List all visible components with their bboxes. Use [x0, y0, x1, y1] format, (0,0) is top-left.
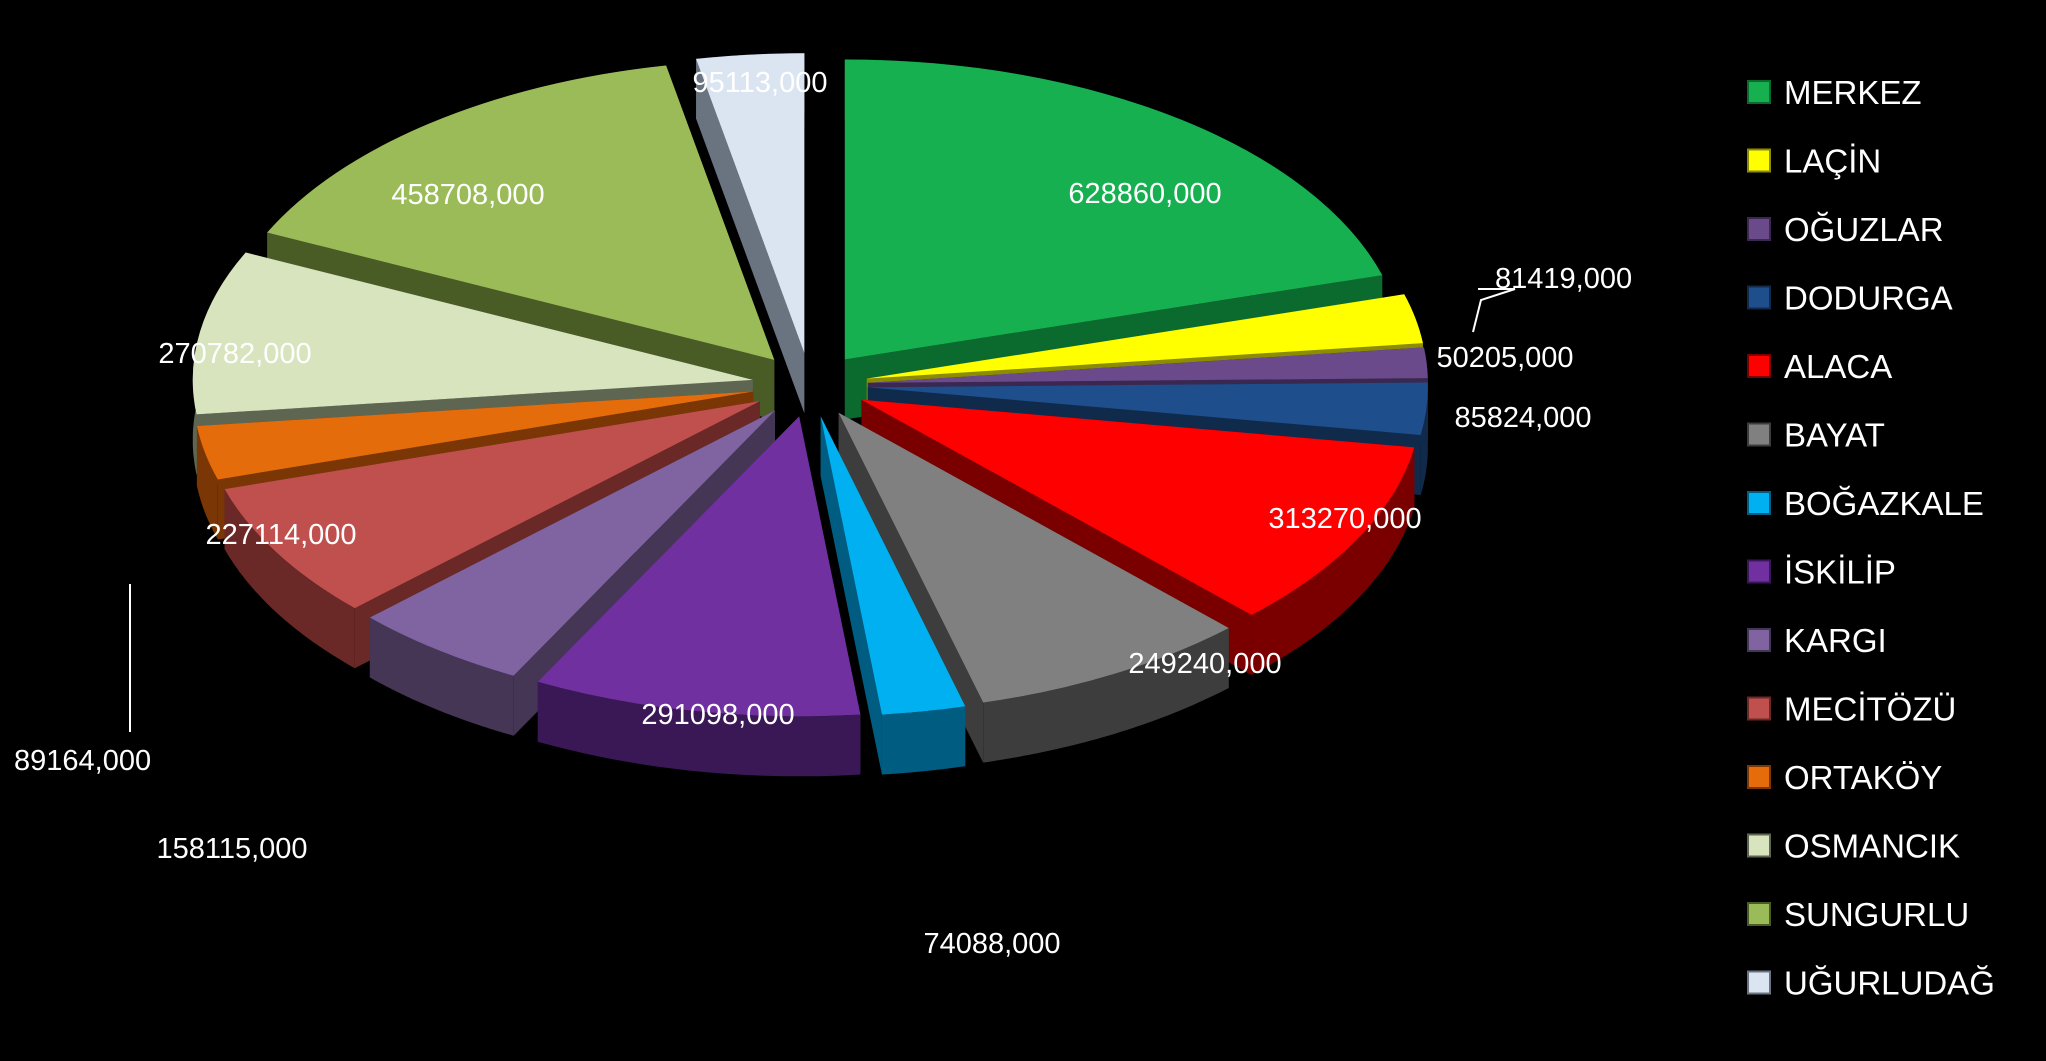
legend-swatch-mecitozu	[1747, 696, 1771, 721]
data-label-mecitozu: 227114,000	[205, 519, 356, 551]
slice-oguzlar[interactable]	[867, 347, 1428, 383]
slice-kargi[interactable]	[369, 410, 776, 676]
legend-entry-oguzlar: OĞUZLAR	[1784, 211, 1944, 248]
slice-bayat[interactable]	[838, 412, 1229, 703]
leader-lines	[129, 288, 1516, 732]
slice-side-ugurludag-0	[696, 58, 805, 414]
data-label-lacin: 81419,000	[1495, 263, 1632, 295]
slice-side-ortakoy-2	[196, 426, 218, 540]
data-label-oguzlar: 50205,000	[1436, 342, 1573, 374]
legend-swatch-bayat	[1747, 422, 1771, 447]
slice-bogazkale[interactable]	[820, 416, 966, 715]
data-labels: 628860,000 81419,000 50205,000 85824,000 313…	[14, 67, 1632, 960]
slice-ortakoy[interactable]	[196, 391, 754, 480]
legend-entry-bayat: BAYAT	[1784, 417, 1885, 454]
slice-side-ortakoy-1	[196, 391, 754, 487]
legend-entry-alaca: ALACA	[1784, 348, 1892, 385]
data-label-iskilip: 291098,000	[641, 699, 794, 731]
data-label-osmancik: 270782,000	[158, 338, 311, 370]
data-label-merkez: 628860,000	[1068, 178, 1221, 210]
legend-entry-kargi: KARGI	[1784, 622, 1887, 659]
legend-entry-osmancik: OSMANCIK	[1784, 828, 1960, 865]
legend-swatch-bogazkale	[1747, 491, 1771, 515]
legend-entry-lacin: LAÇİN	[1784, 143, 1881, 180]
slice-side-alaca-2	[1251, 447, 1415, 675]
legend-swatch-sungurlu	[1747, 902, 1771, 926]
data-label-alaca: 313270,000	[1268, 503, 1421, 535]
legend-swatch-alaca	[1747, 354, 1771, 378]
slice-side-mecitozu-2	[224, 489, 355, 669]
data-label-sungurlu: 458708,000	[391, 179, 544, 211]
legend-entry-bogazkale: BOĞAZKALE	[1784, 485, 1984, 522]
legend-entry-merkez: MERKEZ	[1784, 74, 1922, 111]
legend-swatch-oguzlar	[1747, 217, 1771, 241]
data-label-bogazkale: 74088,000	[923, 928, 1060, 960]
legend-swatch-dodurga	[1747, 285, 1771, 310]
legend-swatch-merkez	[1747, 80, 1771, 104]
legend-swatch-ugurludag	[1747, 970, 1771, 995]
slice-ugurludag[interactable]	[696, 53, 805, 354]
legend-swatch-kargi	[1747, 628, 1771, 652]
legend-entry-sungurlu: SUNGURLU	[1784, 896, 1969, 933]
data-label-ortakoy: 89164,000	[14, 745, 151, 777]
slice-iskilip[interactable]	[537, 416, 861, 717]
slice-side-dodurga-2	[1420, 382, 1428, 495]
slice-side-iskilip-2	[537, 681, 861, 777]
legend-entry-iskilip: İSKİLİP	[1784, 554, 1896, 591]
slice-merkez[interactable]	[844, 59, 1383, 360]
legend-swatch-ortakoy	[1747, 765, 1771, 789]
legend-entry-dodurga: DODURGA	[1784, 280, 1953, 317]
legend-swatch-iskilip	[1747, 559, 1771, 584]
data-label-ugurludag: 95113,000	[693, 67, 828, 99]
pie-tops	[192, 53, 1428, 717]
legend-entry-mecitozu: MECİTÖZÜ	[1784, 691, 1956, 728]
slice-alaca[interactable]	[861, 399, 1415, 615]
slice-osmancik[interactable]	[192, 252, 753, 415]
legend-entry-ugurludag: UĞURLUDAĞ	[1784, 965, 1995, 1002]
slice-sungurlu[interactable]	[267, 65, 775, 360]
slice-lacin[interactable]	[866, 294, 1423, 379]
slice-dodurga[interactable]	[867, 382, 1428, 436]
slice-side-bayat-2	[983, 628, 1229, 763]
data-label-bayat: 249240,000	[1128, 648, 1281, 680]
slice-side-kargi-2	[369, 617, 514, 736]
slice-side-bogazkale-2	[881, 706, 966, 775]
slice-mecitozu[interactable]	[224, 401, 760, 609]
leader-line-lacin	[1472, 288, 1516, 333]
data-label-kargi: 158115,000	[156, 833, 307, 865]
data-label-dodurga: 85824,000	[1454, 402, 1591, 434]
legend-swatch-osmancik	[1747, 833, 1771, 858]
slice-side-bogazkale-1	[820, 416, 882, 775]
legend-swatch-lacin	[1747, 148, 1771, 173]
legend-entry-ortakoy: ORTAKÖY	[1784, 759, 1942, 796]
